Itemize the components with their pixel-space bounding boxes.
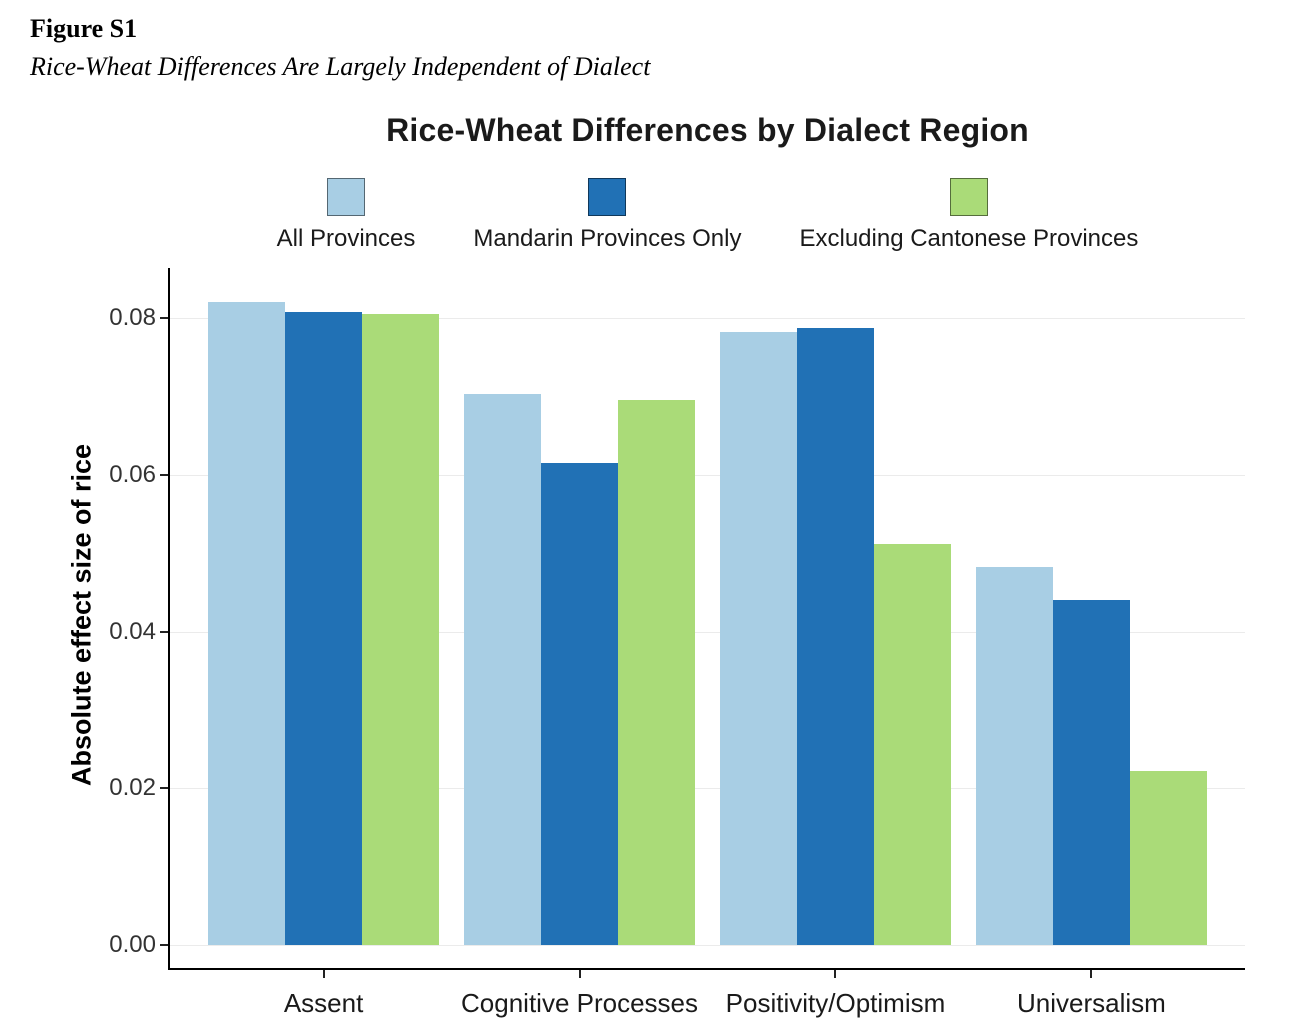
legend-item-all-provinces: All Provinces [276, 178, 416, 253]
bar-universalism-mandarin-provinces-only [1053, 600, 1130, 945]
bar-assent-excluding-cantonese-provinces [361, 314, 439, 945]
legend-label-all-provinces: All Provinces [276, 225, 416, 252]
chart-title: Rice-Wheat Differences by Dialect Region [386, 112, 1029, 148]
y-tick-mark-0.04 [160, 630, 168, 633]
bar-assent-mandarin-provinces-only [285, 311, 362, 945]
gridline-y-0.04 [170, 631, 1245, 633]
x-tick-label-positivity-optimism: Positivity/Optimism [725, 988, 946, 1018]
legend-item-excluding-cantonese-provinces: Excluding Cantonese Provinces [799, 178, 1138, 253]
gridline-y-0.08 [170, 318, 1245, 319]
y-tick-label-0.00: 0.00 [109, 931, 156, 958]
x-axis-line [168, 968, 1245, 970]
y-tick-mark-0.02 [160, 787, 168, 790]
chart-legend: All Provinces Mandarin Provinces Only Excl… [170, 178, 1245, 253]
legend-swatch-all-provinces [327, 178, 365, 216]
legend-swatch-excluding-cantonese-provinces [949, 178, 988, 216]
gridline-y-0 [170, 945, 1245, 946]
bar-positivity-optimism-mandarin-provinces-only [797, 328, 874, 945]
x-tick-mark-assent [322, 970, 325, 978]
bar-cognitive-processes-excluding-cantonese-provinces [617, 400, 695, 945]
x-tick-label-cognitive-processes: Cognitive Processes [461, 988, 699, 1018]
gridline-y-0.02 [170, 788, 1245, 790]
legend-label-mandarin-provinces-only: Mandarin Provinces Only [473, 225, 742, 252]
bar-positivity-optimism-excluding-cantonese-provinces [873, 543, 951, 945]
x-tick-mark-positivity-optimism [834, 970, 837, 978]
legend-label-excluding-cantonese-provinces: Excluding Cantonese Provinces [799, 225, 1139, 252]
y-axis-line [168, 268, 170, 970]
bar-universalism-all-provinces [976, 567, 1054, 945]
plot-area [170, 268, 1245, 968]
x-tick-mark-universalism [1090, 970, 1093, 978]
y-tick-label-0.04: 0.04 [109, 617, 156, 645]
x-tick-mark-cognitive-processes [578, 970, 581, 978]
figure-caption: Rice-Wheat Differences Are Largely Indep… [30, 52, 651, 81]
bar-positivity-optimism-all-provinces [720, 332, 798, 945]
y-tick-label-0.08: 0.08 [109, 304, 156, 331]
gridline-y-0.06 [170, 474, 1245, 476]
legend-item-mandarin-provinces-only: Mandarin Provinces Only [473, 178, 741, 253]
bar-assent-all-provinces [208, 302, 286, 945]
y-axis-label: Absolute effect size of rice [66, 443, 97, 787]
y-tick-mark-0.08 [160, 317, 168, 319]
bar-cognitive-processes-mandarin-provinces-only [541, 462, 618, 945]
bar-cognitive-processes-all-provinces [464, 394, 542, 945]
y-tick-label-0.06: 0.06 [109, 460, 156, 488]
x-tick-label-assent: Assent [283, 988, 364, 1018]
bar-universalism-excluding-cantonese-provinces [1129, 771, 1207, 945]
figure-label: Figure S1 [30, 14, 138, 43]
x-tick-label-universalism: Universalism [1017, 988, 1166, 1018]
y-tick-label-0.02: 0.02 [109, 774, 156, 802]
y-tick-mark-0.06 [160, 473, 168, 476]
legend-swatch-mandarin-provinces-only [588, 178, 627, 216]
y-tick-mark-0.00 [160, 944, 168, 946]
